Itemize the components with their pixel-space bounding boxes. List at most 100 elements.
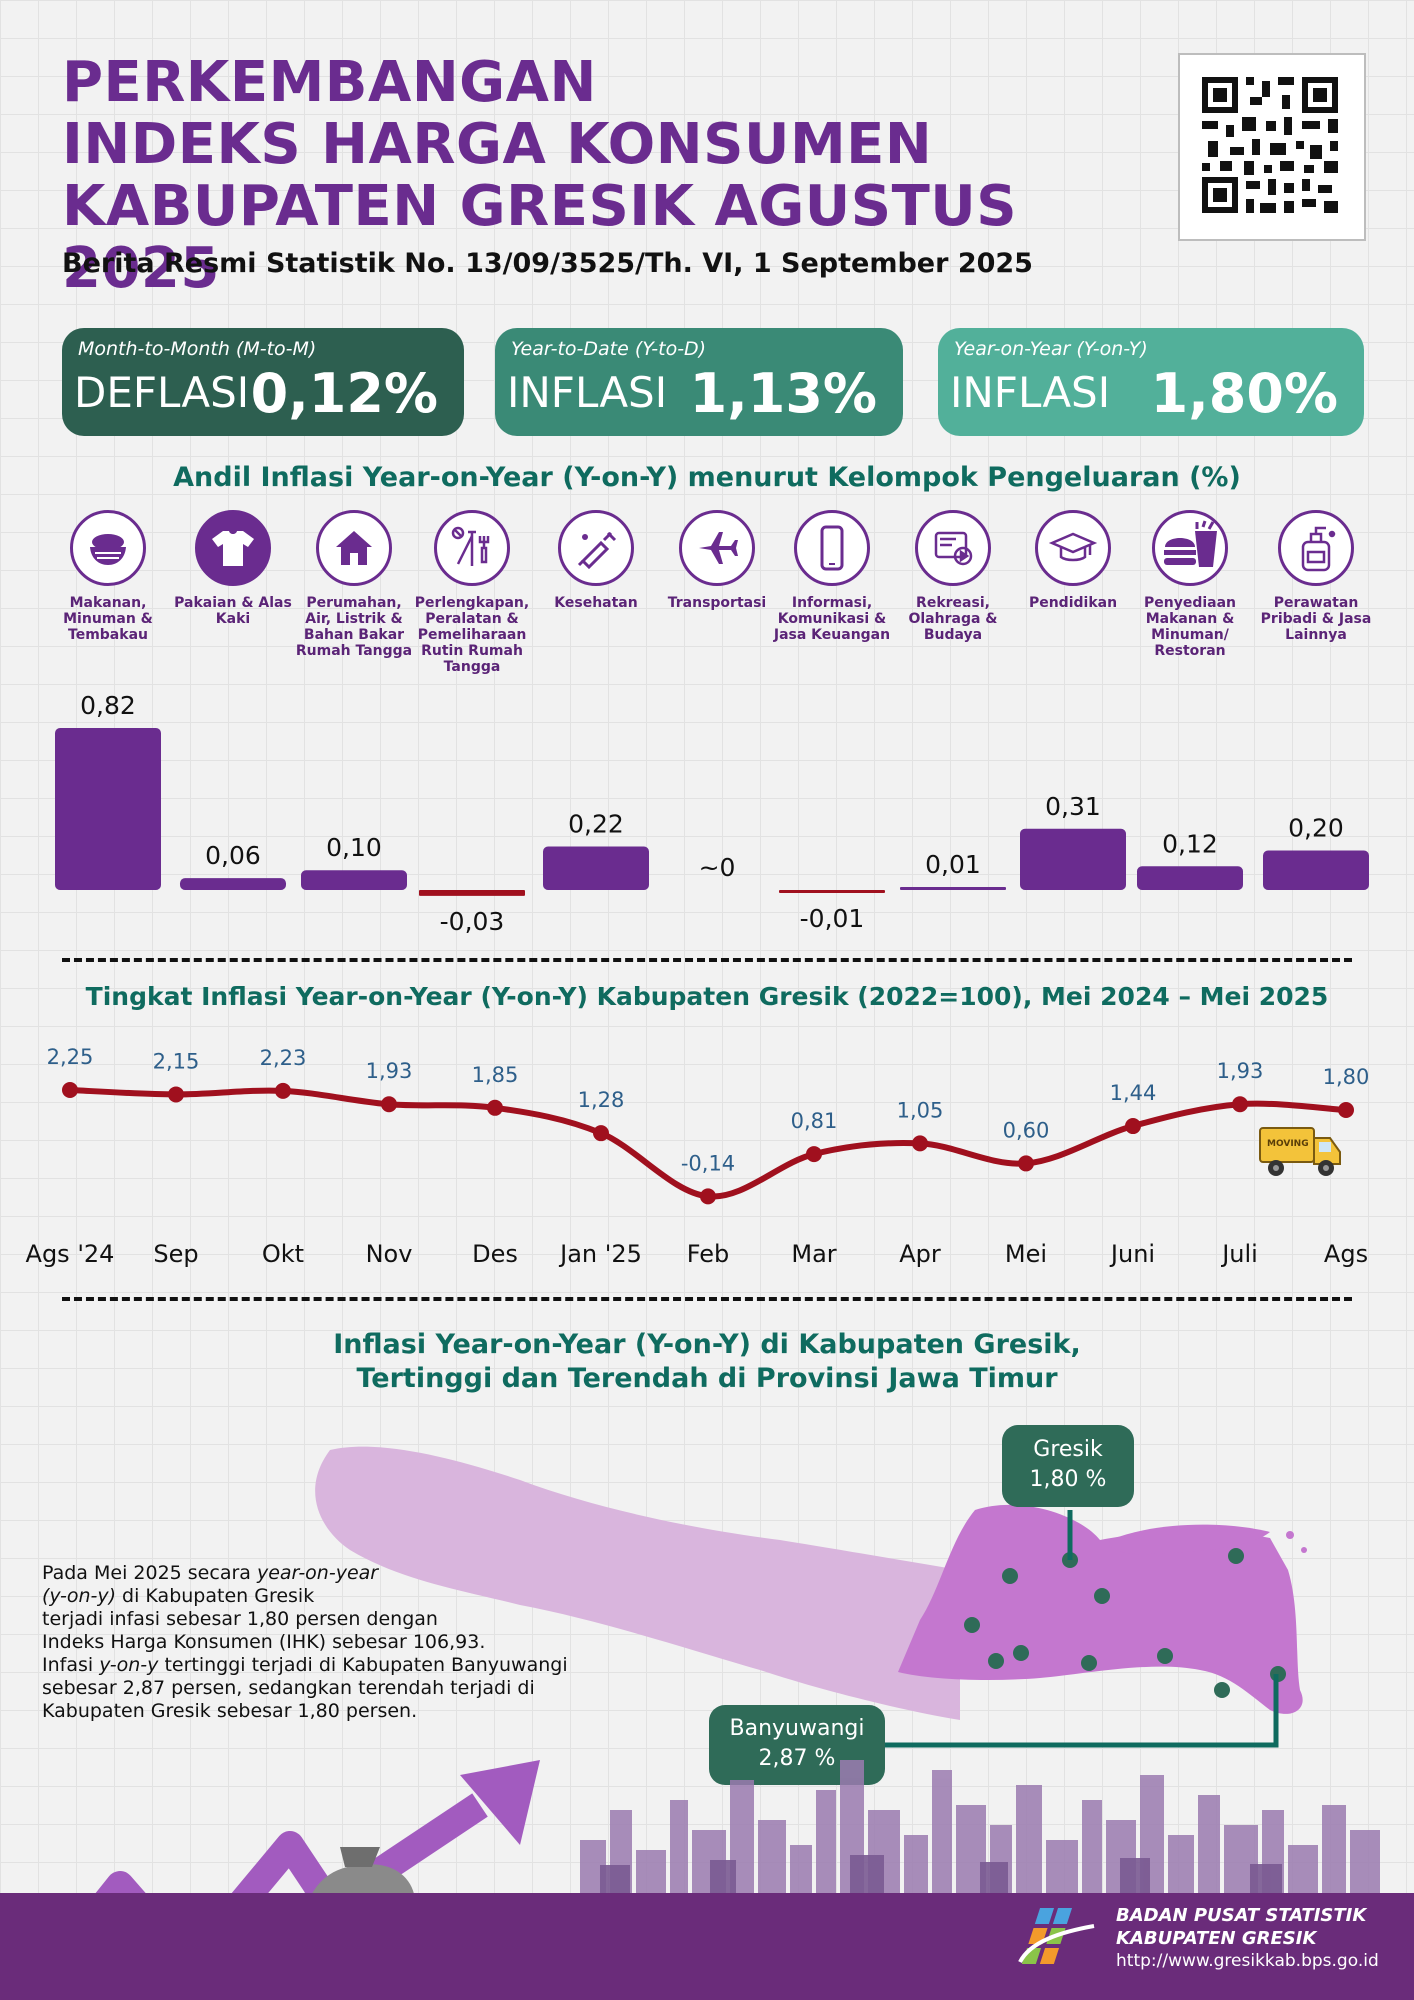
title-line-2: INDEKS HARGA KONSUMEN — [62, 112, 933, 177]
java-west-shape — [315, 1446, 960, 1720]
paragraph-emphasis: (y-on-y) — [42, 1585, 117, 1607]
group-label: Perumahan, Air, Listrik & Bahan Bakar Ru… — [295, 595, 413, 659]
group-label: Perlengkapan, Peralatan & Pemeliharaan R… — [414, 595, 530, 675]
group-label: Pendidikan — [1028, 595, 1118, 611]
bar — [55, 728, 161, 890]
map-marker — [1157, 1648, 1173, 1664]
map-marker — [1214, 1682, 1230, 1698]
card-mtm-value: 0,12% — [250, 362, 438, 425]
truck-label: MOVING — [1267, 1139, 1309, 1149]
andil-title: Andil Inflasi Year-on-Year (Y-on-Y) menu… — [173, 462, 1241, 493]
map-marker — [1002, 1568, 1018, 1584]
airplane-icon — [679, 510, 755, 586]
paragraph-text: tertinggi terjadi di Kabupaten Banyuwang… — [158, 1654, 568, 1676]
bar — [900, 887, 1006, 890]
rice-bowl-icon — [70, 510, 146, 586]
data-point — [593, 1125, 609, 1142]
island-dot — [1301, 1547, 1307, 1553]
qr-code[interactable] — [1178, 53, 1366, 241]
data-point — [381, 1096, 397, 1113]
soap-bottle-icon — [1278, 510, 1354, 586]
paragraph-text: Indeks Harga Konsumen (IHK) sebesar 106,… — [42, 1631, 486, 1653]
bar-value-label: -0,01 — [800, 904, 865, 933]
map-title-line-2: Tertinggi dan Terendah di Provinsi Jawa … — [356, 1363, 1058, 1394]
title-line-1: PERKEMBANGAN — [62, 50, 597, 115]
x-tick-label: Ags — [1324, 1240, 1368, 1268]
fast-food-icon — [1152, 510, 1228, 586]
data-point — [912, 1135, 928, 1152]
bar — [1263, 850, 1369, 890]
bps-logo[interactable] — [1010, 1902, 1106, 1986]
page-title: PERKEMBANGAN INDEKS HARGA KONSUMEN KABUP… — [62, 52, 1162, 300]
group-label: Transportasi — [667, 595, 767, 611]
map-marker — [1081, 1655, 1097, 1671]
bar — [779, 890, 885, 893]
bps-logo-icon — [1018, 1908, 1095, 1964]
bps-website-link[interactable]: http://www.gresikkab.bps.go.id — [1116, 1951, 1379, 1971]
group-label: Perawatan Pribadi & Jasa Lainnya — [1260, 595, 1372, 643]
line-chart-title: Tingkat Inflasi Year-on-Year (Y-on-Y) Ka… — [85, 982, 1329, 1011]
card-mtm-type: DEFLASI — [74, 368, 250, 417]
bar — [1137, 866, 1243, 890]
point-value-label: 2,23 — [260, 1046, 307, 1070]
card-ytd-type: INFLASI — [507, 368, 668, 417]
bar-value-label: 0,06 — [205, 841, 261, 870]
madura-shape — [1109, 1524, 1270, 1555]
x-tick-label: Apr — [899, 1240, 941, 1268]
title-line-3: KABUPATEN GRESIK AGUSTUS 2025 — [62, 174, 1018, 301]
island-dot — [1286, 1531, 1294, 1539]
tshirt-icon — [195, 510, 271, 586]
x-tick-label: Okt — [262, 1240, 304, 1268]
card-ytd-kicker: Year-to-Date (Y-to-D) — [511, 338, 707, 360]
paragraph-emphasis: year-on-year — [256, 1562, 379, 1584]
point-value-label: 0,60 — [1003, 1118, 1050, 1142]
gresik-callout-name: Gresik — [1033, 1437, 1103, 1462]
page-subtitle: Berita Resmi Statistik No. 13/09/3525/Th… — [62, 248, 1033, 279]
syringe-icon — [558, 510, 634, 586]
paragraph-text: sebesar 2,87 persen, sedangkan terendah … — [42, 1677, 535, 1699]
x-tick-label: Feb — [687, 1240, 730, 1268]
map-marker — [1094, 1588, 1110, 1604]
group-label: Makanan, Minuman & Tembakau — [63, 595, 153, 643]
banyuwangi-pointer — [884, 1674, 1279, 1748]
card-yoy-kicker: Year-on-Year (Y-on-Y) — [954, 338, 1148, 360]
truck-icon: MOVING — [1259, 1127, 1341, 1176]
data-point — [1125, 1118, 1141, 1135]
x-tick-label: Juli — [1220, 1240, 1258, 1268]
bar — [543, 846, 649, 890]
point-value-label: 1,28 — [578, 1088, 625, 1112]
point-value-label: 1,93 — [1217, 1059, 1264, 1083]
card-mtm-kicker: Month-to-Month (M-to-M) — [78, 338, 317, 360]
divider-1 — [62, 958, 1352, 962]
card-ytd: Year-to-Date (Y-to-D) INFLASI 1,13% — [495, 328, 903, 436]
bar-value-label: -0,03 — [440, 907, 505, 936]
x-tick-label: Mar — [791, 1240, 836, 1268]
gresik-callout-value: 1,80 % — [1029, 1467, 1107, 1492]
bar-value-label: 0,82 — [80, 691, 136, 720]
bar-value-label: 0,20 — [1288, 813, 1344, 842]
divider-2 — [62, 1297, 1352, 1301]
group-label: Pakaian & Alas Kaki — [174, 595, 292, 627]
x-tick-label: Des — [472, 1240, 518, 1268]
arrow-head-icon — [460, 1760, 540, 1845]
data-point — [275, 1082, 291, 1099]
bar-value-label: 0,22 — [568, 810, 624, 839]
map-title-line-1: Inflasi Year-on-Year (Y-on-Y) di Kabupat… — [333, 1329, 1081, 1360]
card-yoy-value: 1,80% — [1150, 362, 1338, 425]
x-tick-label: Sep — [153, 1240, 198, 1268]
bps-org-line-2: KABUPATEN GRESIK — [1116, 1928, 1317, 1949]
bar — [301, 870, 407, 890]
point-value-label: 1,85 — [472, 1063, 519, 1087]
point-value-label: 2,25 — [47, 1045, 94, 1069]
recreation-icon — [915, 510, 991, 586]
bar-value-label: 0,10 — [326, 833, 382, 862]
paragraph-text: Kabupaten Gresik sebesar 1,80 persen. — [42, 1700, 418, 1722]
smartphone-icon — [794, 510, 870, 586]
graduation-cap-icon — [1035, 510, 1111, 586]
group-label: Kesehatan — [554, 595, 638, 611]
tools-icon — [434, 510, 510, 586]
bar — [180, 878, 286, 890]
x-tick-label: Ags '24 — [26, 1240, 115, 1268]
qr-code-icon — [1202, 77, 1338, 213]
paragraph-text: di Kabupaten Gresik — [116, 1585, 315, 1607]
